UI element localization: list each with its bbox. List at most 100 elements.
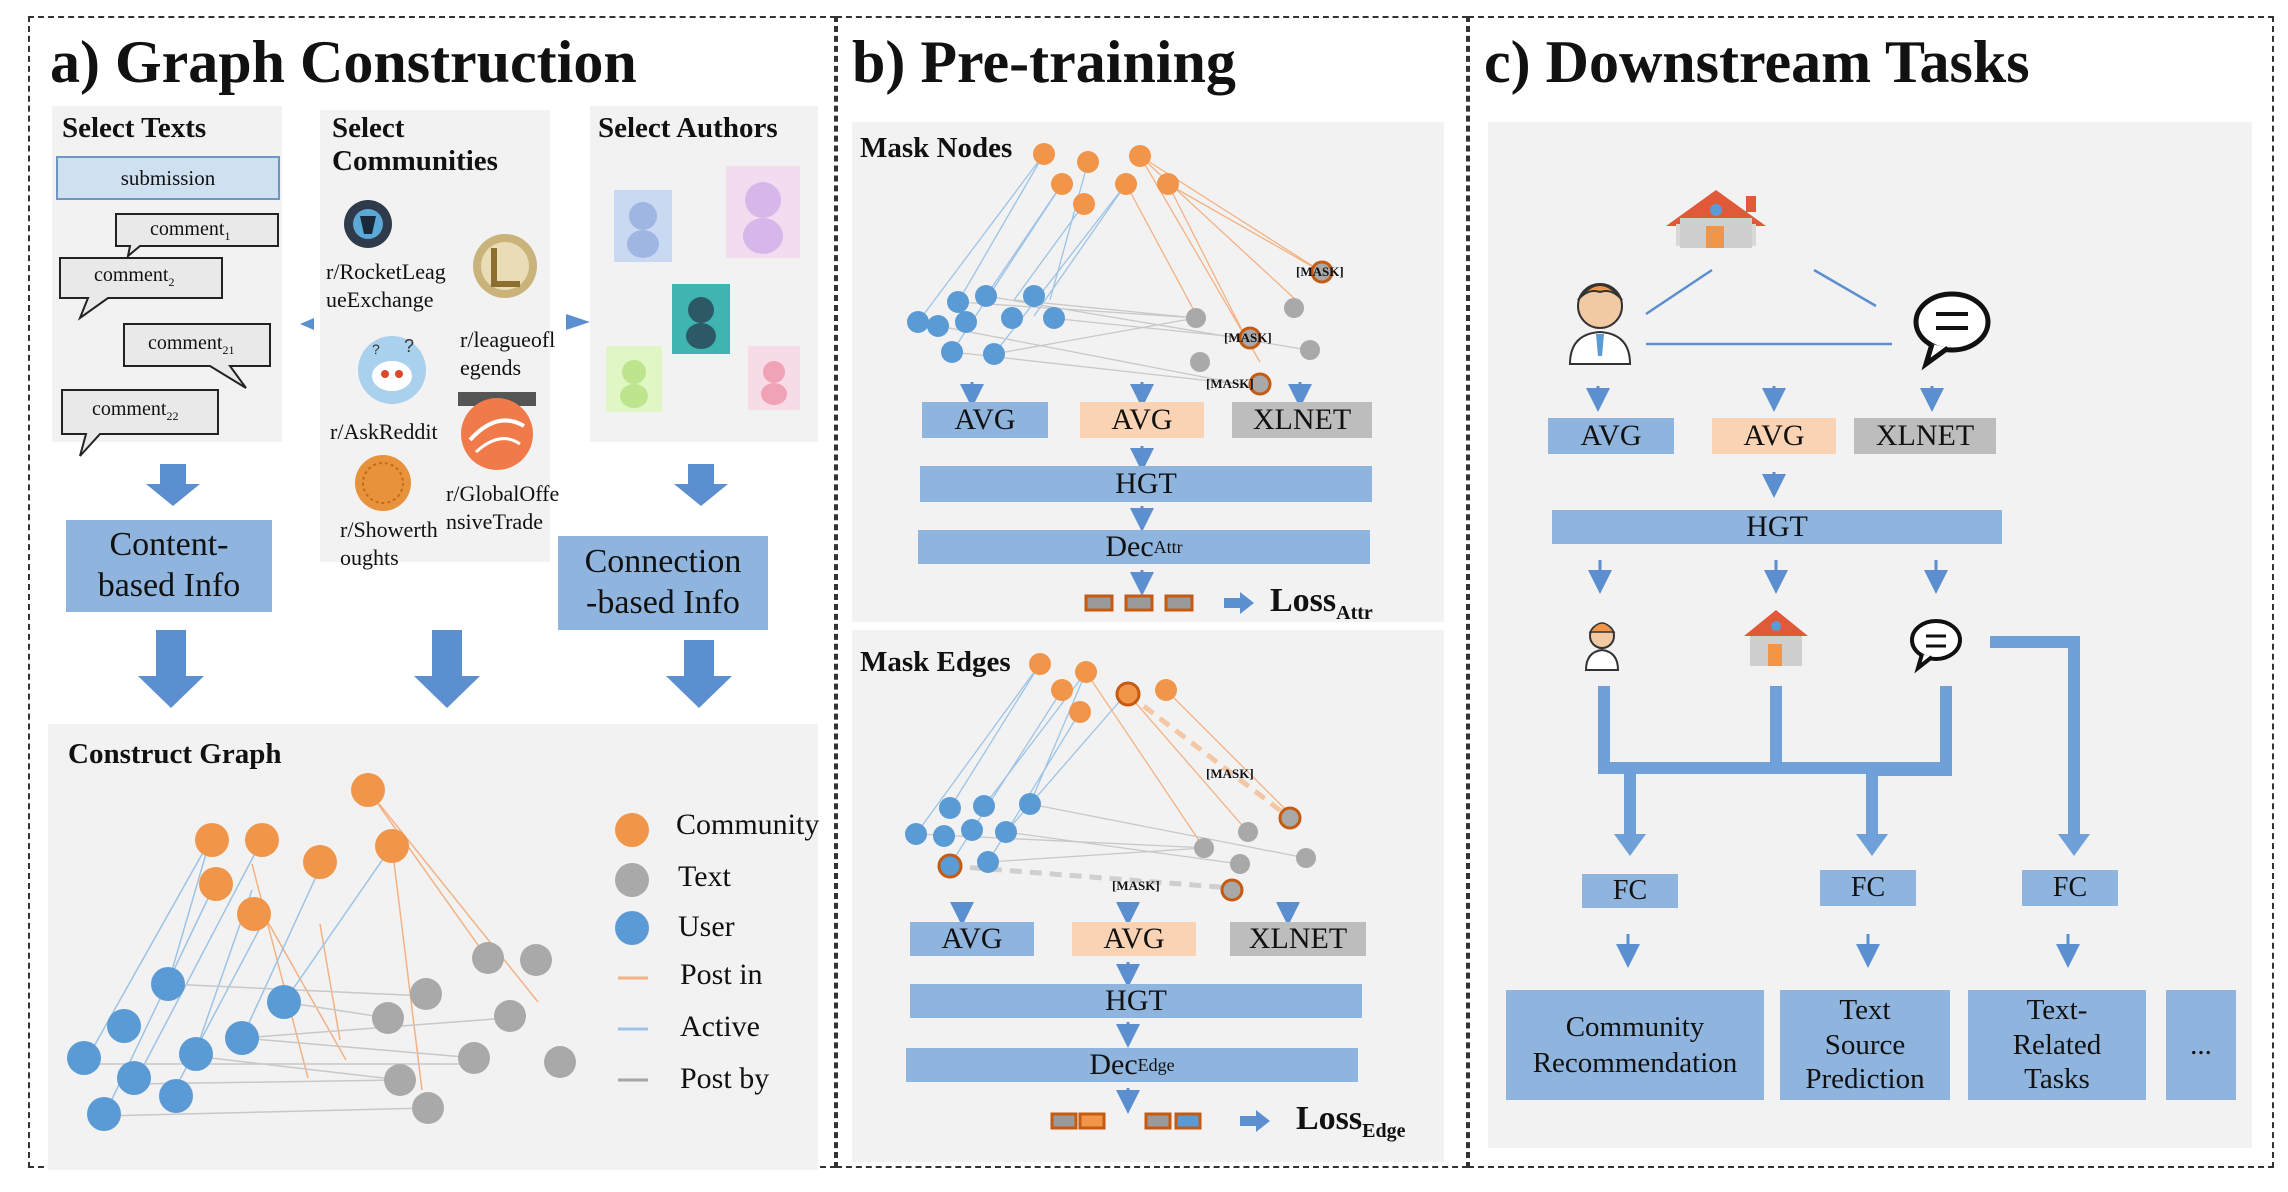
comment-bubble-2 <box>59 257 223 321</box>
legend-active-label: Active <box>680 1010 760 1043</box>
downstream-graph-edges <box>1645 268 1892 346</box>
legend-community-label: Community <box>676 808 820 841</box>
panel-c-arrows <box>1586 386 2080 968</box>
comment-bubble-3 <box>123 323 271 389</box>
mask-edges-dec-edge: Dec Edge <box>906 1048 1358 1082</box>
arrow-texts-to-content <box>146 464 200 506</box>
fc-box-text-related: FC <box>2022 870 2118 906</box>
author-avatar-3 <box>672 284 730 354</box>
edge-mask-text-node-1 <box>1278 806 1302 830</box>
downstream-xlnet: XLNET <box>1854 418 1996 454</box>
construct-graph-heading: Construct Graph <box>68 738 282 770</box>
comment-bubble-1 <box>115 213 279 259</box>
person-icon <box>1568 283 1632 365</box>
legend-user-label: User <box>678 910 735 943</box>
select-texts-heading: Select Texts <box>62 112 207 144</box>
arrow-communities-to-graph <box>414 630 480 708</box>
community-label-showerthoughts: r/Showerth oughts <box>340 517 438 570</box>
author-avatar-2 <box>726 166 800 258</box>
arrow-connection-to-graph <box>666 640 732 708</box>
arrow-authors-to-connection <box>674 464 728 506</box>
edge-mask-community-node <box>1115 681 1141 707</box>
mask-token-edge-1: [MASK] <box>1206 766 1254 781</box>
comment-label-4: comment22 <box>92 398 179 423</box>
community-label-leagueoflegends: r/leagueofl egends <box>460 327 556 380</box>
panel-pre-training <box>836 16 1468 1168</box>
globaloffensive-icon <box>458 392 536 470</box>
mask-edges-heading: Mask Edges <box>860 646 1011 678</box>
speech-bubble-icon <box>1913 291 1991 371</box>
masked-node-1 <box>1310 260 1334 284</box>
askreddit-icon: ? ? <box>358 336 426 404</box>
mask-nodes-avg-community: AVG <box>1080 402 1204 438</box>
mask-nodes-heading: Mask Nodes <box>860 132 1013 164</box>
loss-attr-arrow <box>1224 592 1254 614</box>
mask-token-node-3: [MASK] <box>1206 376 1254 391</box>
task-community-recommendation: Community Recommendation <box>1506 990 1764 1100</box>
community-label-askreddit: r/AskReddit <box>330 419 438 444</box>
masked-edge-1 <box>1126 692 1292 820</box>
loss-attr-label: LossAttr <box>1270 582 1373 624</box>
mask-nodes-graph <box>907 143 1334 396</box>
fc-box-community: FC <box>1582 874 1678 908</box>
mask-nodes-dec-attr: Dec Attr <box>918 530 1370 564</box>
legend-post-by-label: Post by <box>680 1062 770 1095</box>
task-routing-lines <box>1598 636 2080 836</box>
house-small-icon <box>1744 610 1808 666</box>
mask-token-edge-2: [MASK] <box>1112 878 1160 893</box>
mask-edges-hgt: HGT <box>910 984 1362 1018</box>
mask-nodes-xlnet: XLNET <box>1232 402 1372 438</box>
mask-token-node-1: [MASK] <box>1296 264 1344 279</box>
task-more: ... <box>2166 990 2236 1100</box>
connection-based-info-box: Connection -based Info <box>558 536 768 630</box>
downstream-hgt: HGT <box>1552 510 2002 544</box>
select-authors-heading: Select Authors <box>598 112 778 144</box>
mask-edges-avg-user: AVG <box>910 922 1034 956</box>
legend-post-in-label: Post in <box>680 958 763 991</box>
loss-edge-arrow <box>1240 1110 1270 1132</box>
masked-node-3 <box>1248 372 1272 396</box>
legend-community-marker <box>615 813 649 847</box>
construct-graph-drawing <box>67 773 576 1131</box>
rocketleague-icon <box>344 200 392 248</box>
author-avatar-5 <box>748 346 800 410</box>
fc-box-text-source: FC <box>1820 870 1916 906</box>
community-label-rocketleague: r/RocketLeag ueExchange <box>326 259 446 312</box>
speech-bubble-small-icon <box>1910 619 1962 674</box>
panel-a-block-arrows <box>138 464 732 708</box>
comment-label-2: comment2 <box>94 264 175 289</box>
author-avatar-1 <box>614 190 672 262</box>
legend-user-marker <box>615 911 649 945</box>
panel-c-title: c) Downstream Tasks <box>1484 29 2030 95</box>
select-communities-heading: Select Communities <box>332 112 498 178</box>
author-avatar-4 <box>606 346 662 412</box>
legend-text-label: Text <box>678 860 731 893</box>
showerthoughts-icon <box>355 455 411 511</box>
person-small-icon <box>1584 622 1620 671</box>
arrow-left-to-texts <box>300 318 314 330</box>
task-text-related-tasks: Text- Related Tasks <box>1968 990 2146 1100</box>
leagueoflegends-icon <box>473 234 537 298</box>
attr-output-tokens <box>1084 594 1194 612</box>
masked-edge-2 <box>949 863 1233 891</box>
svg-text:?: ? <box>372 341 380 357</box>
house-icon <box>1666 190 1766 248</box>
community-label-globaloffensive: r/GlobalOffe nsiveTrade <box>446 481 560 534</box>
task-text-source-prediction: Text Source Prediction <box>1780 990 1950 1100</box>
loss-edge-label: LossEdge <box>1296 1100 1406 1142</box>
submission-box: submission <box>56 156 280 200</box>
downstream-avg-user: AVG <box>1548 418 1674 454</box>
panel-b-arrows <box>950 382 1312 1114</box>
edge-output-tokens <box>1050 1112 1202 1130</box>
edge-mask-user-node <box>937 853 963 879</box>
downstream-avg-community: AVG <box>1712 418 1836 454</box>
mask-nodes-avg-user: AVG <box>922 402 1048 438</box>
mask-edges-xlnet: XLNET <box>1230 922 1366 956</box>
mask-edges-avg-community: AVG <box>1072 922 1196 956</box>
task-routing-arrowheads <box>1614 834 2090 856</box>
panel-downstream-tasks <box>1468 16 2274 1168</box>
